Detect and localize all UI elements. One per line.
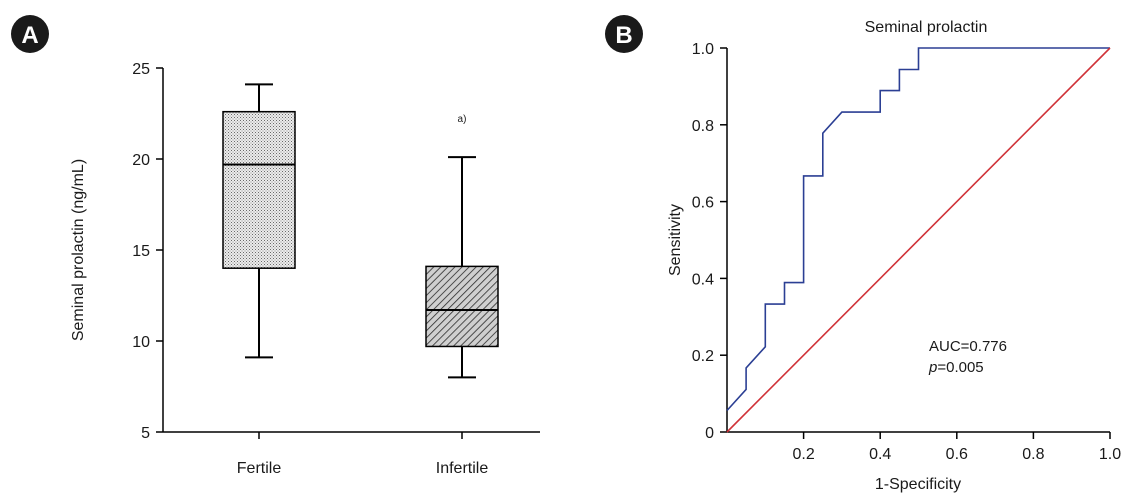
- y-tick-label: 1.0: [692, 41, 714, 58]
- panel-a-boxes: a): [222, 83, 499, 379]
- panel-a-x-ticks: Fertile Infertile: [237, 432, 489, 477]
- panel-a-label: A: [21, 22, 38, 49]
- y-tick-label: 5: [141, 425, 150, 442]
- panel-b-series: [726, 47, 1111, 433]
- x-tick-label: 0.8: [1022, 446, 1044, 463]
- y-tick-label: 0: [705, 425, 714, 442]
- box-fertile: [222, 110, 296, 269]
- roc-curve: [726, 47, 1110, 412]
- x-tick-label: 0.2: [792, 446, 814, 463]
- x-tick-label: Fertile: [237, 460, 282, 477]
- panel-b-badge: B: [605, 15, 643, 53]
- panel-a: A 5 10 15 20 25 Fertile Infertile a) Seminal …: [11, 15, 540, 477]
- auc-annotation: AUC=0.776: [929, 338, 1007, 355]
- p-value-annotation: p=0.005: [928, 359, 984, 376]
- panel-b-y-axis-title: Sensitivity: [667, 204, 684, 276]
- y-tick-label: 0.8: [692, 118, 714, 135]
- panel-b-x-axis-title: 1-Specificity: [875, 476, 961, 493]
- y-tick-label: 0.6: [692, 195, 714, 212]
- panel-b-title: Seminal prolactin: [865, 19, 988, 36]
- x-tick-label: 0.4: [869, 446, 891, 463]
- panel-b-x-ticks: 0.2 0.4 0.6 0.8 1.0: [792, 432, 1121, 463]
- box-infertile: [425, 265, 499, 348]
- significance-marker: a): [458, 114, 467, 125]
- panel-a-y-ticks: 5 10 15 20 25: [132, 61, 163, 442]
- y-tick-label: 20: [132, 152, 150, 169]
- x-tick-label: 0.6: [946, 446, 968, 463]
- p-symbol: p: [928, 359, 937, 376]
- p-value: =0.005: [937, 359, 983, 376]
- y-tick-label: 15: [132, 243, 150, 260]
- y-tick-label: 25: [132, 61, 150, 78]
- panel-a-y-axis-title: Seminal prolactin (ng/mL): [70, 159, 87, 341]
- y-tick-label: 0.4: [692, 271, 714, 288]
- panel-b: B Seminal prolactin 0 0.2 0.4 0.6 0.8 1.0 0.2…: [605, 15, 1121, 493]
- panel-b-y-ticks: 0 0.2 0.4 0.6 0.8 1.0: [692, 41, 727, 442]
- y-tick-label: 0.2: [692, 348, 714, 365]
- reference-line: [726, 47, 1111, 433]
- x-tick-label: 1.0: [1099, 446, 1121, 463]
- y-tick-label: 10: [132, 334, 150, 351]
- x-tick-label: Infertile: [436, 460, 489, 477]
- panel-a-badge: A: [11, 15, 49, 53]
- panel-b-label: B: [615, 22, 632, 49]
